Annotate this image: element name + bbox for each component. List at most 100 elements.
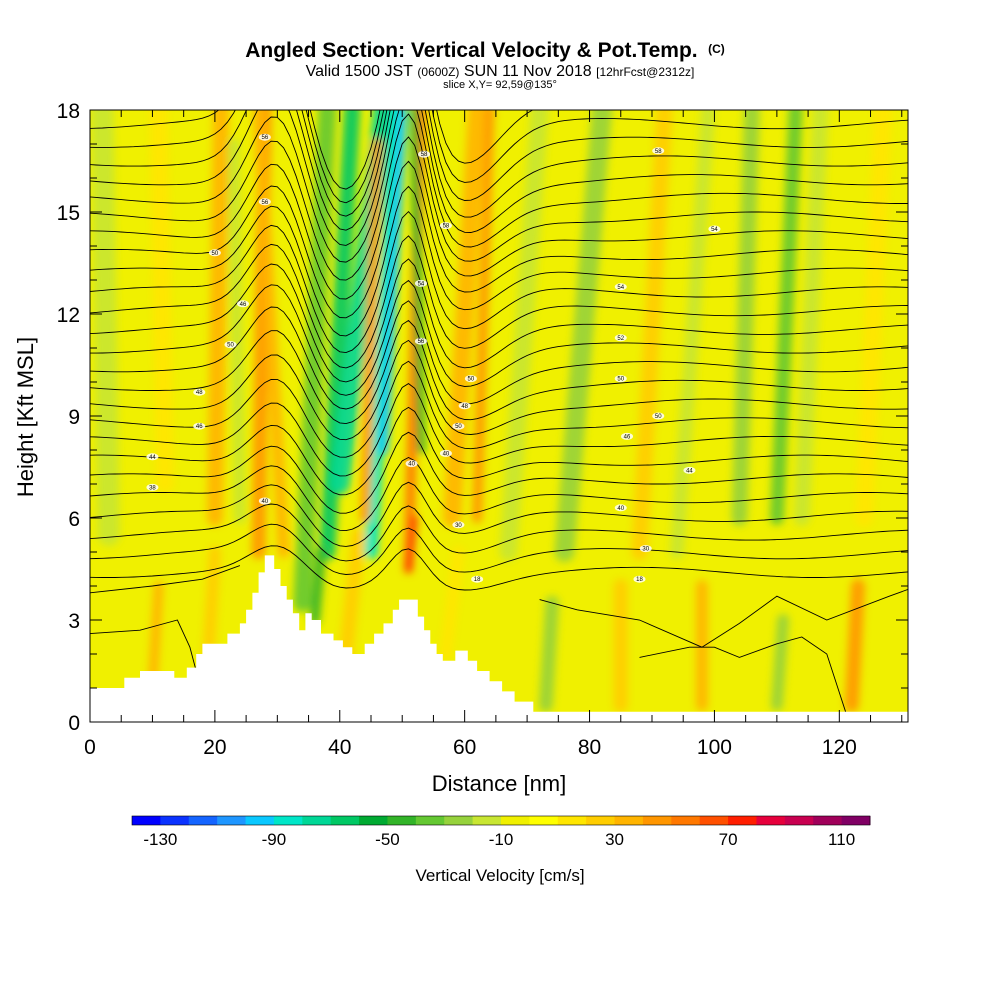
- colorbar-swatch: [217, 816, 247, 825]
- theta-label-bg: [614, 334, 627, 342]
- isentrope-line: [90, 503, 908, 562]
- colorbar-tick-label: -130: [143, 830, 177, 849]
- velocity-band: [538, 596, 560, 712]
- theta-label-bg: [258, 133, 271, 141]
- theta-label-bg: [639, 545, 652, 553]
- y-axis-title: Height [Kft MSL]: [13, 337, 38, 497]
- theta-label: 38: [149, 485, 156, 491]
- isentrope-line: [639, 636, 847, 712]
- theta-label-bg: [452, 422, 465, 430]
- x-tick-label: 120: [822, 736, 857, 759]
- slice-label: slice X,Y= 92,59@135°: [443, 79, 557, 91]
- theta-label: 54: [617, 285, 624, 291]
- theta-label-bg: [471, 575, 484, 583]
- isentrope-line: [90, 110, 908, 217]
- colorbar-tick-label: 110: [828, 830, 855, 849]
- x-tick-label: 80: [578, 736, 601, 759]
- colorbar-swatch: [586, 816, 616, 825]
- theta-label: 40: [617, 506, 624, 512]
- isentrope-line: [90, 258, 908, 383]
- theta-label: 52: [617, 336, 624, 342]
- colorbar-swatch: [273, 816, 303, 825]
- x-tick-label: 40: [328, 736, 351, 759]
- theta-label: 50: [617, 377, 624, 383]
- theta-label-bg: [258, 198, 271, 206]
- theta-label-bg: [614, 375, 627, 383]
- theta-label-bg: [708, 225, 721, 233]
- y-tick-label: 15: [57, 202, 80, 225]
- theta-label-bg: [683, 466, 696, 474]
- isentrope-line: [90, 185, 908, 337]
- theta-label: 40: [261, 499, 268, 505]
- isentrope-line: [90, 110, 908, 204]
- velocity-band: [206, 110, 230, 526]
- colorbar-swatch: [841, 816, 871, 825]
- theta-label: 40: [408, 462, 415, 468]
- velocity-band: [405, 515, 418, 572]
- chart-title-text: Angled Section: Vertical Velocity & Pot.…: [245, 39, 697, 62]
- theta-label-bg: [418, 150, 431, 158]
- colorbar-tick-label: 70: [719, 830, 738, 849]
- theta-label-bg: [439, 449, 452, 457]
- theta-label: 50: [227, 343, 234, 349]
- theta-label-bg: [652, 412, 665, 420]
- x-tick-label: 60: [453, 736, 476, 759]
- colorbar-swatch: [699, 816, 729, 825]
- isentrope-line: [90, 160, 908, 319]
- theta-label-bg: [208, 249, 221, 257]
- isentrope-line: [90, 110, 908, 246]
- velocity-band: [439, 546, 465, 660]
- theta-label: 30: [455, 523, 462, 529]
- y-axis: 0 3 6 9 12 15 18: [57, 100, 908, 735]
- chart-subtitle: Valid 1500 JST (0600Z) SUN 11 Nov 2018 […: [306, 63, 695, 80]
- isentrope-line: [309, 110, 772, 190]
- colorbar-swatch: [330, 816, 360, 825]
- theta-label-bg: [146, 483, 159, 491]
- theta-label: 58: [443, 224, 450, 230]
- colorbar-swatch: [642, 816, 672, 825]
- theta-label-bg: [146, 453, 159, 461]
- colorbar-swatch: [557, 816, 587, 825]
- velocity-band: [309, 547, 327, 625]
- colorbar-swatch: [728, 816, 757, 825]
- velocity-band: [293, 110, 337, 612]
- colorbar-swatch: [671, 816, 701, 825]
- colorbar-frame: [131, 815, 871, 826]
- y-tick-label: 6: [68, 508, 80, 531]
- theta-label: 30: [642, 547, 649, 553]
- colorbar-swatch: [132, 816, 161, 825]
- colorbar-tick-label: 30: [605, 830, 624, 849]
- theta-label-bg: [258, 497, 271, 505]
- theta-label-bg: [414, 279, 427, 287]
- theta-label-bg: [614, 283, 627, 291]
- theta-label: 18: [474, 577, 481, 583]
- colorbar-swatch: [472, 816, 502, 825]
- theta-label-bg: [614, 504, 627, 512]
- colorbar-swatch: [784, 816, 814, 825]
- theta-label: 44: [149, 455, 156, 461]
- theta-label: 56: [261, 200, 268, 206]
- theta-label-bg: [236, 300, 249, 308]
- velocity-band: [855, 110, 893, 527]
- isentrope-line: [90, 565, 241, 594]
- theta-label: 56: [261, 135, 268, 141]
- isentrope-line: [90, 523, 908, 575]
- theta-label-bg: [193, 422, 206, 430]
- isentrope-line: [90, 481, 908, 547]
- isentrope-line: [90, 360, 908, 458]
- isentrope-line: [90, 431, 908, 514]
- theta-label: 56: [418, 339, 425, 345]
- x-tick-label: 20: [203, 736, 226, 759]
- potential-temperature-labels: 56 56 50 46 50 48 46 44 38 40 58 58 54 56 50 48 50 40 40 30…: [146, 133, 721, 583]
- theta-label-bg: [405, 460, 418, 468]
- colorbar-swatch: [444, 816, 474, 825]
- velocity-band: [227, 138, 246, 524]
- theta-label: 44: [686, 468, 693, 474]
- velocity-band: [149, 110, 174, 493]
- colorbar-swatch: [302, 816, 332, 825]
- colorbar-tick-label: -10: [489, 830, 514, 849]
- isentrope-line: [90, 339, 908, 441]
- isentrope-line: [90, 545, 908, 591]
- theta-label: 54: [418, 281, 425, 287]
